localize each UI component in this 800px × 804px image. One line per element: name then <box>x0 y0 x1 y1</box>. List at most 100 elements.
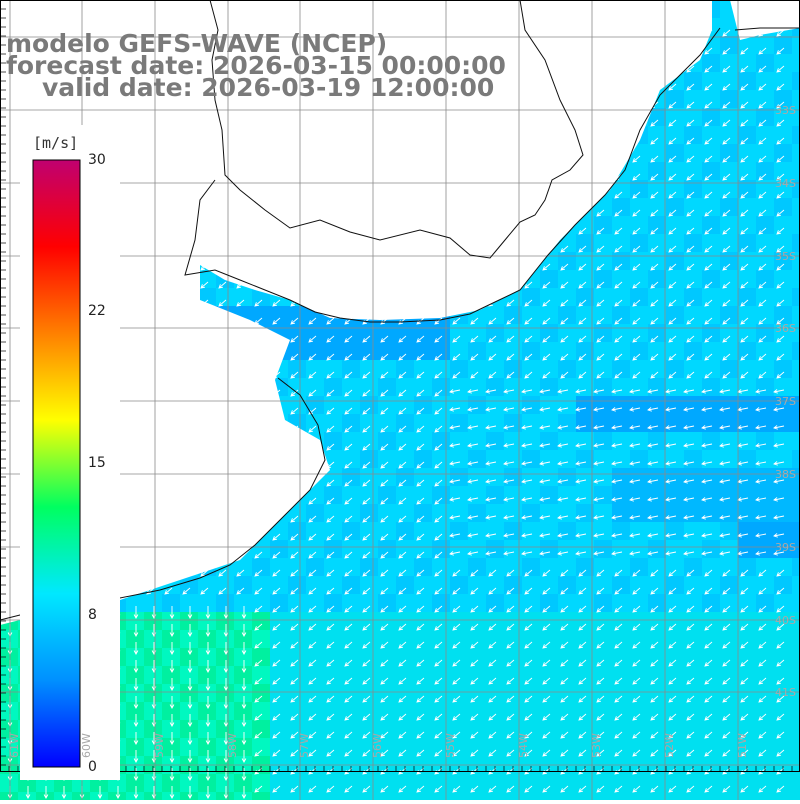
wind-arrow <box>254 749 263 757</box>
speed-cell <box>684 702 703 721</box>
speed-cell <box>342 684 361 703</box>
speed-cell <box>522 612 541 631</box>
wind-arrow <box>596 317 605 325</box>
speed-cell <box>252 306 271 325</box>
wind-arrow <box>452 677 461 685</box>
wind-arrow <box>290 695 299 703</box>
wind-arrow <box>719 443 731 448</box>
wind-arrow <box>488 677 497 685</box>
speed-cell <box>648 486 667 505</box>
speed-cell <box>576 612 595 631</box>
speed-cell <box>630 486 649 505</box>
speed-cell <box>792 630 800 649</box>
speed-cell <box>540 792 559 804</box>
wind-arrow <box>593 407 605 412</box>
wind-arrow <box>650 335 659 343</box>
speed-cell <box>306 756 325 775</box>
wind-arrow <box>560 659 569 667</box>
wind-arrow <box>205 624 211 637</box>
speed-cell <box>684 450 703 469</box>
speed-cell <box>576 270 595 289</box>
speed-cell <box>414 702 433 721</box>
speed-cell <box>432 594 451 613</box>
wind-arrow <box>503 551 515 556</box>
wind-arrow <box>614 209 623 217</box>
wind-arrow <box>344 335 353 343</box>
speed-cell <box>144 738 163 757</box>
speed-cell <box>792 648 800 667</box>
wind-arrow <box>272 695 281 703</box>
speed-cell <box>414 414 433 433</box>
wind-arrow <box>236 587 245 595</box>
wind-arrow <box>650 569 659 577</box>
speed-cell <box>540 666 559 685</box>
wind-arrow <box>614 281 623 289</box>
speed-cell <box>774 342 793 361</box>
speed-cell <box>432 414 451 433</box>
wind-arrow <box>776 227 785 235</box>
wind-arrow <box>704 731 713 739</box>
wind-arrow <box>578 281 587 289</box>
wind-arrow <box>434 461 443 469</box>
wind-arrow <box>187 696 193 709</box>
speed-cell <box>396 666 415 685</box>
speed-cell <box>774 126 793 145</box>
speed-cell <box>648 594 667 613</box>
speed-cell <box>450 612 469 631</box>
speed-cell <box>414 612 433 631</box>
wind-arrow <box>241 660 247 673</box>
speed-cell <box>468 504 487 523</box>
wind-arrow <box>344 533 353 541</box>
wind-arrow <box>452 335 461 343</box>
speed-cell <box>666 702 685 721</box>
speed-cell <box>774 738 793 757</box>
wind-arrow <box>344 659 353 667</box>
wind-arrow <box>187 714 193 727</box>
speed-cell <box>162 594 181 613</box>
wind-arrow <box>485 533 497 538</box>
wind-arrow <box>416 749 425 757</box>
wind-arrow <box>668 101 677 109</box>
wind-arrow <box>578 605 587 613</box>
speed-cell <box>684 792 703 804</box>
speed-cell <box>756 522 775 541</box>
speed-cell <box>216 612 235 631</box>
speed-cell <box>270 594 289 613</box>
wind-arrow <box>632 317 641 325</box>
speed-cell <box>0 684 19 703</box>
speed-cell <box>576 774 595 793</box>
wind-arrow <box>223 750 229 763</box>
wind-arrow <box>722 281 731 289</box>
speed-cell <box>126 702 145 721</box>
speed-cell <box>144 594 163 613</box>
wind-arrow <box>416 515 425 523</box>
wind-arrow <box>416 425 425 433</box>
speed-cell <box>576 378 595 397</box>
wind-arrow <box>205 786 211 799</box>
speed-cell <box>630 450 649 469</box>
wind-arrow <box>326 731 335 739</box>
wind-arrow <box>686 605 695 613</box>
speed-cell <box>288 594 307 613</box>
wind-arrow <box>539 443 551 448</box>
wind-arrow <box>542 317 551 325</box>
speed-cell <box>738 774 757 793</box>
speed-cell <box>0 648 19 667</box>
speed-cell <box>396 378 415 397</box>
speed-cell <box>774 414 793 433</box>
speed-cell <box>666 756 685 775</box>
wind-arrow <box>614 245 623 253</box>
speed-cell <box>504 396 523 415</box>
valid-date: valid date: 2026-03-19 12:00:00 <box>42 73 495 102</box>
wind-arrow <box>503 389 515 394</box>
speed-cell <box>558 342 577 361</box>
speed-cell <box>288 360 307 379</box>
speed-cell <box>414 324 433 343</box>
wind-arrow <box>223 768 229 781</box>
speed-cell <box>108 792 127 804</box>
speed-cell <box>702 558 721 577</box>
wind-arrow <box>776 659 785 667</box>
speed-cell <box>648 468 667 487</box>
wind-arrow <box>241 606 247 619</box>
wind-arrow <box>524 713 533 721</box>
